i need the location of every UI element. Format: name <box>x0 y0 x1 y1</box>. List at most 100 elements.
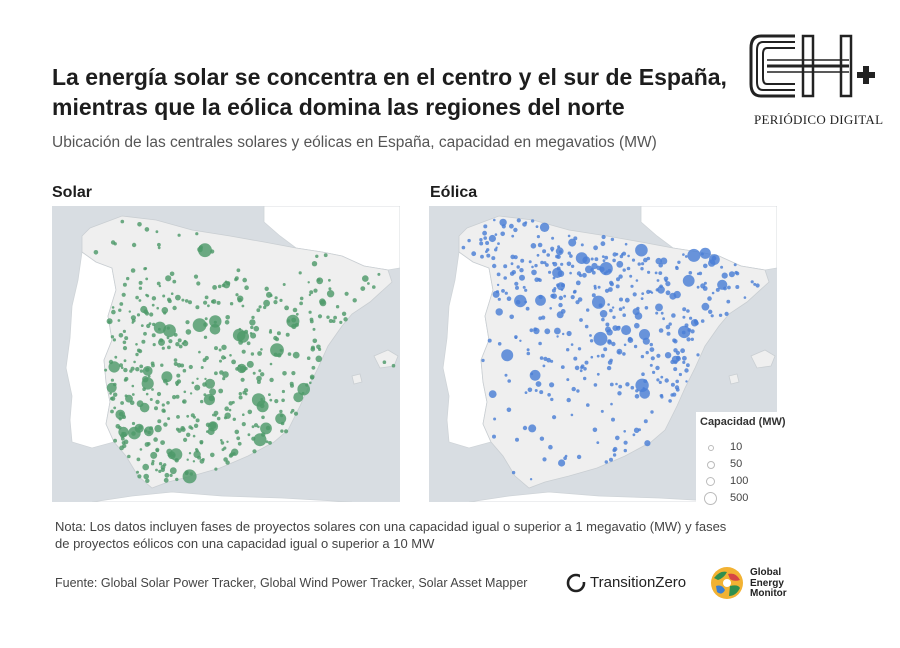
solar-plant-dot <box>317 314 323 319</box>
solar-plant-dot <box>241 349 246 354</box>
solar-plant-dot <box>158 469 162 473</box>
solar-plant-dot <box>137 222 142 227</box>
solar-plant-dot <box>247 409 253 415</box>
solar-plant-dot <box>159 338 164 343</box>
solar-plant-dot <box>175 394 180 399</box>
wind-plant-dot <box>570 295 575 300</box>
wind-plant-dot <box>707 296 712 301</box>
wind-plant-dot <box>516 218 521 223</box>
legend-label: 50 <box>730 458 743 470</box>
solar-plant-dot <box>250 352 255 356</box>
wind-plant-dot <box>655 311 659 315</box>
solar-plant-dot <box>391 363 396 368</box>
wind-plant-dot <box>580 243 584 247</box>
wind-plant-dot <box>524 300 528 304</box>
wind-plant-dot <box>488 390 497 398</box>
wind-plant-dot <box>640 354 645 359</box>
legend-item-100: 100 <box>700 474 790 490</box>
solar-plant-dot <box>360 286 366 291</box>
wind-plant-dot <box>624 297 630 303</box>
solar-plant-dot <box>343 317 348 322</box>
solar-plant-dot <box>294 322 299 327</box>
solar-plant-dot <box>185 329 192 335</box>
wind-plant-dot <box>608 287 613 292</box>
wind-plant-dot <box>527 387 533 393</box>
solar-plant-dot <box>266 291 272 298</box>
solar-plant-dot <box>157 419 162 424</box>
solar-plant-dot <box>221 355 226 360</box>
wind-plant-dot <box>493 218 496 222</box>
wind-plant-dot <box>585 265 593 274</box>
wind-plant-dot <box>684 323 689 328</box>
solar-plant-dot <box>128 426 141 440</box>
solar-plant-dot <box>199 441 203 445</box>
wind-plant-dot <box>560 309 566 314</box>
wind-plant-dot <box>558 459 566 467</box>
wind-plant-dot <box>575 280 581 286</box>
wind-plant-dot <box>664 352 672 359</box>
wind-plant-dot <box>479 238 483 242</box>
wind-plant-dot <box>546 253 550 257</box>
solar-plant-dot <box>141 377 154 390</box>
solar-panel-label: Solar <box>52 184 93 201</box>
solar-plant-dot <box>118 411 124 417</box>
solar-plant-dot <box>131 421 136 426</box>
solar-plant-dot <box>207 304 210 308</box>
wind-plant-dot <box>509 223 514 229</box>
wind-plant-dot <box>526 348 530 352</box>
solar-plant-dot <box>173 333 178 337</box>
wind-plant-dot <box>486 253 491 258</box>
solar-plant-dot <box>124 394 128 398</box>
solar-plant-dot <box>256 400 269 413</box>
solar-plant-dot <box>138 425 143 430</box>
wind-plant-dot <box>485 241 490 245</box>
solar-plant-dot <box>148 322 152 325</box>
solar-plant-dot <box>225 315 230 320</box>
wind-plant-dot <box>586 308 590 312</box>
solar-map <box>52 206 400 502</box>
legend-title: Capacidad (MW) <box>700 416 786 428</box>
solar-plant-dot <box>319 299 327 307</box>
solar-plant-dot <box>200 366 204 369</box>
wind-plant-dot <box>700 319 705 323</box>
solar-plant-dot <box>172 279 177 284</box>
solar-plant-dot <box>155 448 159 453</box>
solar-plant-dot <box>122 415 126 419</box>
solar-plant-dot <box>172 305 177 311</box>
solar-plant-dot <box>139 448 143 451</box>
solar-plant-dot <box>153 437 158 442</box>
wind-plant-dot <box>624 242 628 246</box>
solar-plant-dot <box>169 271 175 277</box>
wind-plant-dot <box>680 348 685 354</box>
solar-plant-dot <box>280 414 284 418</box>
wind-plant-dot <box>617 391 622 396</box>
solar-plant-dot <box>344 291 349 296</box>
wind-plant-dot <box>682 360 686 364</box>
solar-plant-dot <box>177 428 182 433</box>
wind-plant-dot <box>566 261 572 267</box>
solar-plant-dot <box>258 305 262 309</box>
wind-plant-dot <box>583 367 587 371</box>
solar-plant-dot <box>209 315 222 328</box>
wind-plant-dot <box>569 254 573 258</box>
solar-plant-dot <box>141 339 146 344</box>
solar-plant-dot <box>228 453 233 458</box>
solar-plant-dot <box>331 319 336 323</box>
solar-plant-dot <box>131 242 137 248</box>
solar-plant-dot <box>307 281 310 284</box>
wind-plant-dot <box>735 285 740 289</box>
wind-plant-dot <box>655 365 660 371</box>
wind-plant-dot <box>593 284 597 288</box>
solar-plant-dot <box>284 429 289 434</box>
solar-plant-dot <box>127 454 131 459</box>
solar-plant-dot <box>193 450 201 459</box>
wind-plant-dot <box>673 367 678 372</box>
wind-plant-dot <box>682 307 687 312</box>
solar-plant-dot <box>293 411 299 416</box>
wind-plant-dot <box>630 284 634 288</box>
wind-plant-dot <box>515 437 519 442</box>
solar-plant-dot <box>260 422 272 435</box>
wind-plant-dot <box>522 425 528 431</box>
solar-plant-dot <box>223 416 228 420</box>
wind-plant-dot <box>675 266 679 270</box>
